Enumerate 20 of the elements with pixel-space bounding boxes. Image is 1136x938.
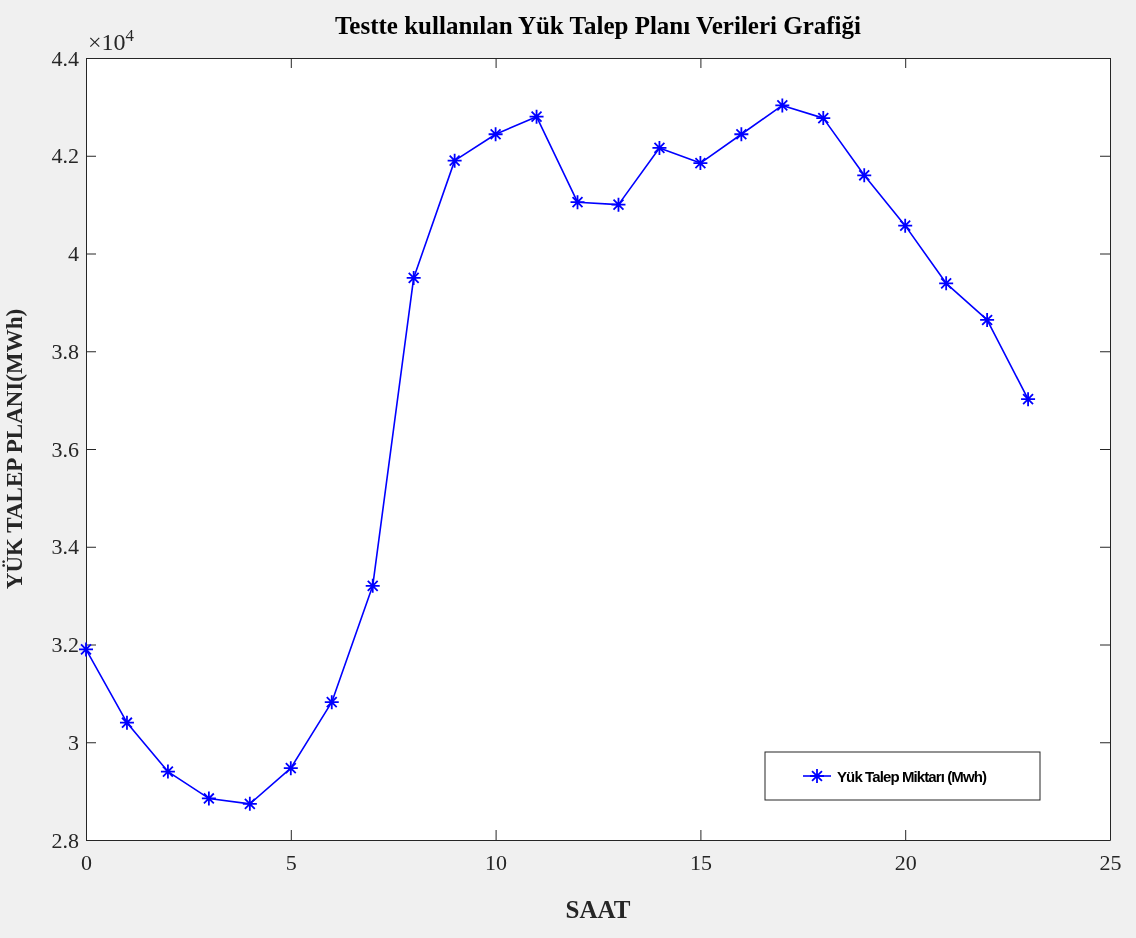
y-tick-label: 4.4	[51, 45, 79, 71]
x-tick-label: 10	[485, 849, 508, 875]
x-tick-label: 25	[1099, 849, 1122, 875]
y-tick-label: 2.8	[51, 827, 79, 853]
x-tick-label: 15	[689, 849, 712, 875]
legend-label: Yük Talep Miktarı (Mwh)	[837, 768, 987, 785]
x-tick-label: 20	[894, 849, 917, 875]
x-axis-title: SAAT	[565, 896, 631, 923]
chart-title: Testte kullanılan Yük Talep Planı Verileri Grafiği	[334, 12, 862, 39]
y-tick-label: 3.8	[51, 338, 79, 364]
y-tick-label: 4	[68, 241, 79, 267]
y-tick-label: 3.4	[51, 534, 79, 560]
x-tick-label: 5	[285, 849, 297, 875]
text: ×10$^{4}$	[88, 25, 135, 55]
y-tick-label: 3.6	[51, 436, 79, 462]
x-tick-label: 0	[81, 849, 92, 875]
y-axis-title: YÜK TALEP PLANI(MWh)	[2, 308, 27, 590]
y-tick-label: 3.2	[51, 632, 79, 658]
y-tick-label: 3	[68, 729, 79, 755]
y-tick-label: 4.2	[51, 143, 79, 169]
